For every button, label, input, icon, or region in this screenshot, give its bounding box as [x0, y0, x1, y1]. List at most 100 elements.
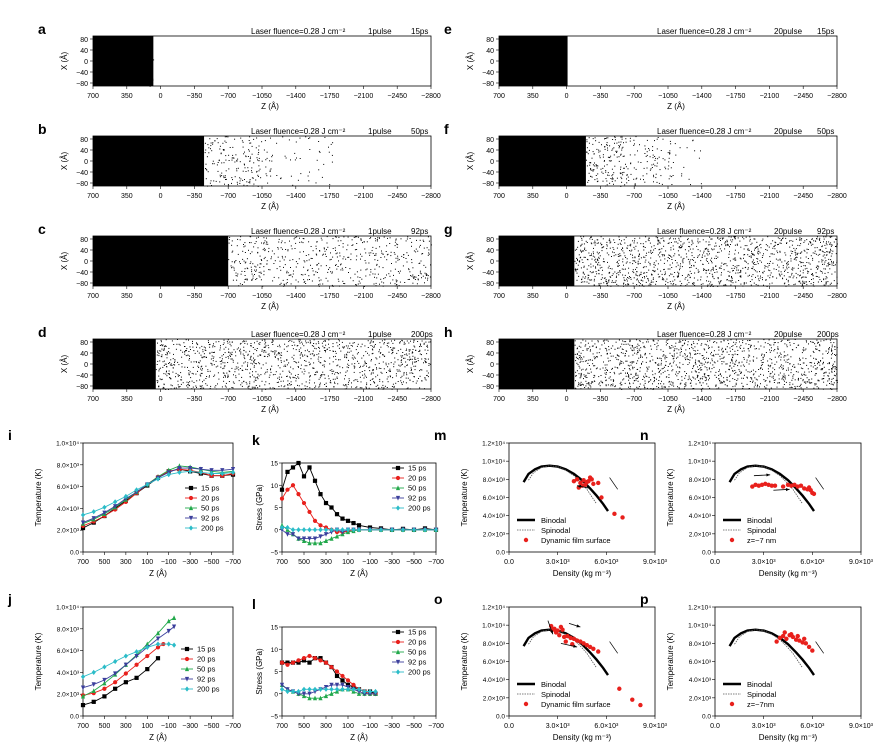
md-particle [357, 360, 358, 362]
md-particle [610, 355, 612, 357]
md-particle [825, 268, 826, 270]
md-particle [415, 251, 417, 253]
md-particle [233, 349, 235, 351]
md-particle [421, 253, 423, 255]
md-particle [656, 378, 657, 380]
md-particle [610, 178, 612, 179]
md-particle [420, 273, 422, 275]
md-particle [666, 278, 668, 280]
md-particle [375, 357, 377, 359]
md-particle [392, 347, 394, 349]
md-particle [340, 350, 342, 352]
md-particle [725, 245, 727, 247]
md-particle [647, 339, 649, 341]
md-particle [234, 261, 236, 262]
md-particle [822, 255, 824, 257]
md-particle [260, 367, 262, 369]
md-particle [314, 354, 315, 356]
md-particle [158, 368, 160, 370]
md-particle [198, 362, 200, 364]
md-particle [596, 167, 598, 169]
md-particle [327, 271, 329, 273]
md-particle [822, 263, 823, 265]
md-particle [590, 263, 592, 265]
md-particle [715, 245, 717, 247]
md-particle [707, 250, 709, 252]
md-xlabel: Z (Å) [667, 102, 685, 111]
md-particle [613, 154, 615, 156]
fluence-label: Laser fluence=0.28 J cm⁻² [251, 27, 346, 36]
md-particle [831, 378, 833, 380]
md-particle [664, 255, 665, 257]
md-particle [643, 377, 645, 379]
md-particle [830, 342, 832, 344]
md-particle [734, 343, 736, 345]
md-xtick-label: −2450 [387, 396, 407, 403]
md-particle [709, 387, 711, 389]
md-particle [614, 165, 616, 167]
md-particle [577, 240, 579, 242]
md-particle [826, 254, 828, 256]
md-particle [779, 251, 781, 253]
md-particle [797, 274, 799, 276]
md-particle [592, 363, 594, 365]
md-particle [821, 259, 823, 261]
md-particle [784, 343, 786, 345]
md-particle [801, 352, 803, 354]
md-particle [717, 237, 719, 239]
md-particle [742, 342, 744, 344]
md-particle [822, 363, 824, 365]
md-particle [595, 165, 597, 167]
md-particle [209, 182, 211, 184]
md-particle [635, 168, 637, 170]
md-particle [612, 273, 614, 275]
md-particle [816, 368, 818, 370]
md-particle [789, 240, 790, 242]
md-particle [664, 358, 666, 360]
md-particle [590, 242, 592, 244]
md-particle [415, 276, 417, 278]
md-particle [177, 339, 178, 340]
md-particle [581, 237, 583, 239]
md-particle [814, 247, 816, 249]
md-particle [383, 278, 385, 280]
md-particle [628, 386, 629, 388]
md-particle [618, 274, 620, 276]
md-particle [343, 236, 345, 238]
md-particle [242, 179, 244, 181]
md-particle [734, 249, 736, 251]
md-particle [689, 382, 691, 384]
md-particle [664, 159, 666, 161]
md-particle [735, 361, 737, 363]
md-particle [313, 367, 315, 369]
md-particle [753, 254, 754, 256]
md-particle [172, 367, 174, 369]
md-particle [399, 270, 401, 272]
md-particle [617, 285, 619, 287]
pulse-label: 1pulse [368, 227, 392, 236]
md-particle [295, 361, 297, 363]
md-particle [300, 173, 302, 175]
md-particle [624, 184, 626, 186]
md-particle [303, 238, 305, 240]
md-particle [243, 184, 245, 186]
md-particle [611, 368, 613, 370]
md-particle [769, 263, 771, 264]
md-particle [633, 272, 635, 274]
md-particle [823, 241, 824, 243]
md-particle [749, 240, 751, 242]
md-particle [337, 383, 339, 385]
md-particle [228, 381, 230, 382]
md-particle [715, 269, 717, 270]
md-xtick-label: −350 [593, 293, 609, 300]
md-particle [747, 275, 749, 277]
md-particle [589, 162, 591, 164]
md-particle [398, 272, 400, 274]
md-particle [703, 269, 705, 271]
md-particle [731, 241, 733, 243]
md-particle [744, 260, 746, 262]
md-particle [315, 182, 317, 184]
md-xtick-label: −2800 [827, 293, 847, 300]
md-particle [616, 177, 618, 179]
md-ytick-label: 40 [486, 48, 494, 55]
